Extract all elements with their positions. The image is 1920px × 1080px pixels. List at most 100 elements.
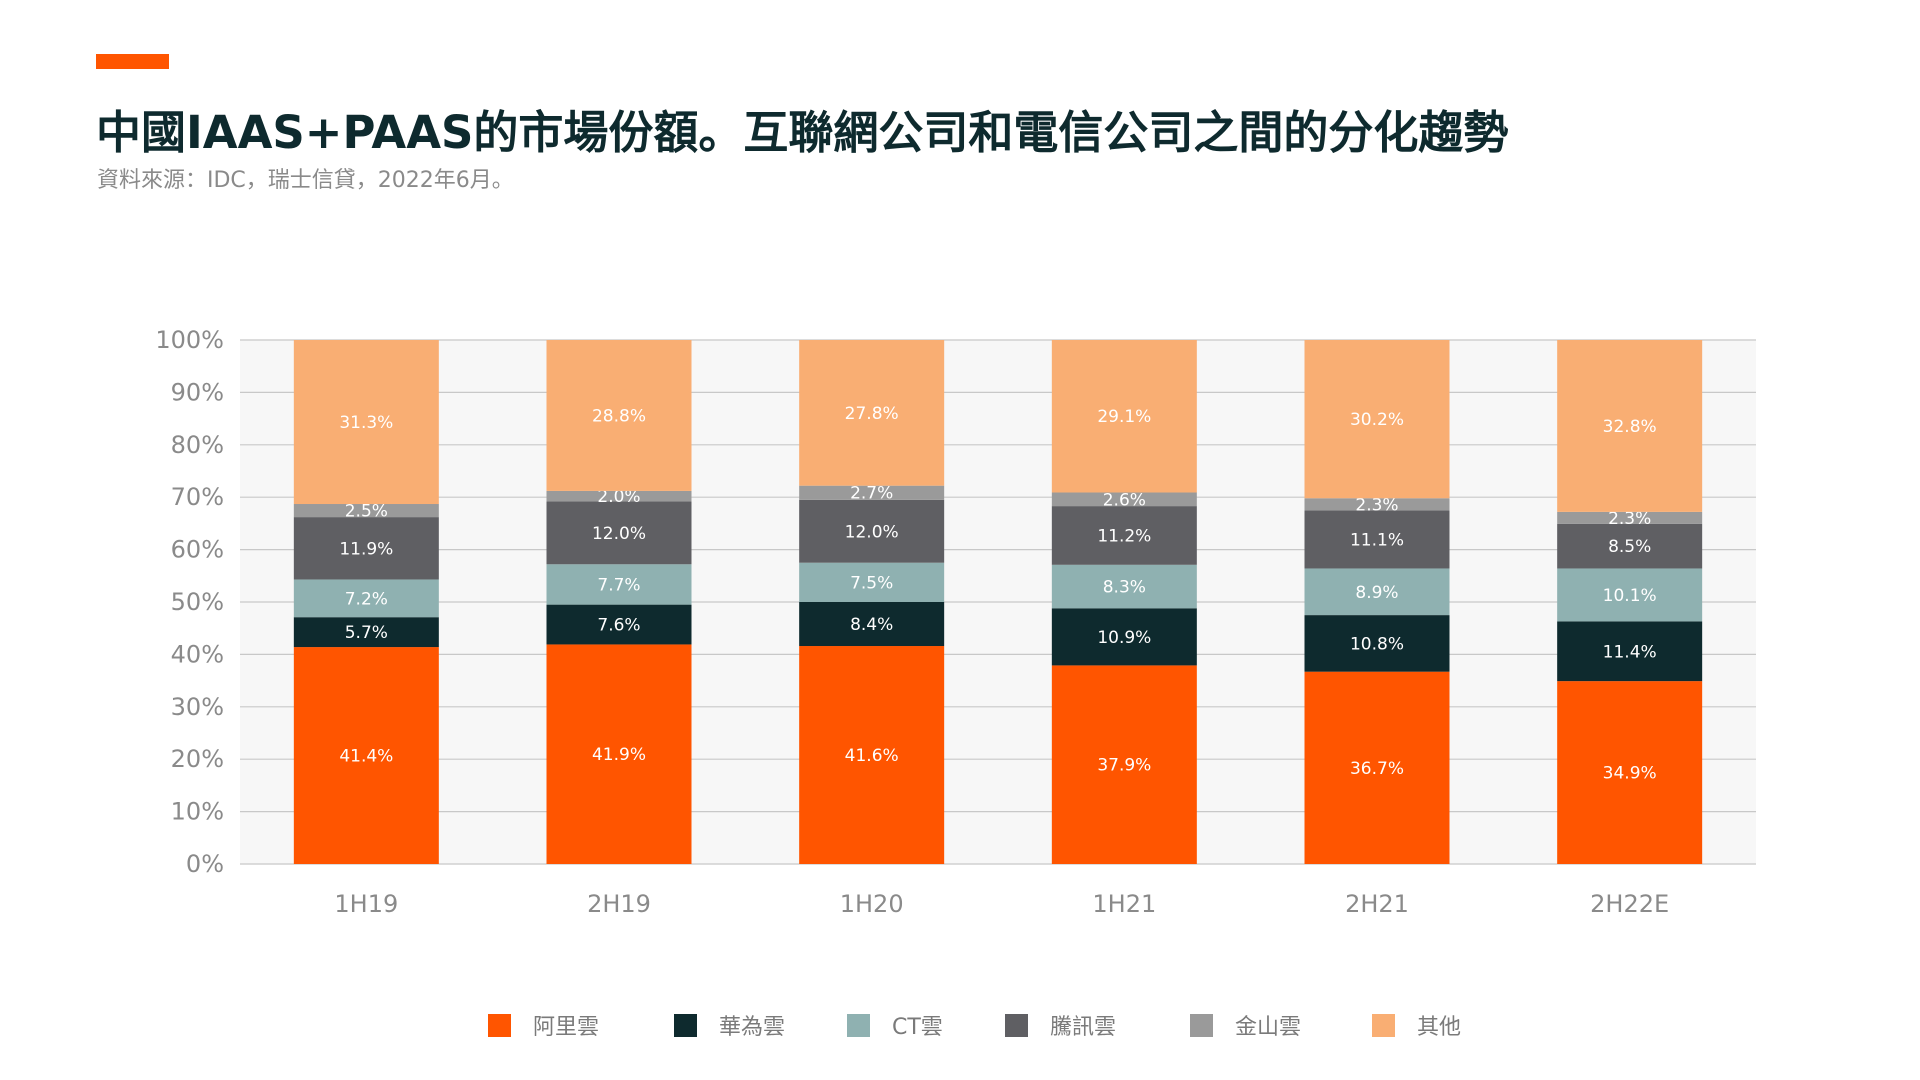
data-label: 11.2%: [1097, 526, 1151, 546]
bar-segment: [546, 340, 692, 491]
y-tick-label: 80%: [171, 431, 224, 459]
data-label: 27.8%: [845, 404, 899, 424]
x-tick-label: 1H21: [1092, 890, 1156, 918]
bar-segment: [1051, 564, 1197, 609]
legend-swatch: [674, 1013, 697, 1037]
bar-segment: [1557, 568, 1703, 622]
bar-segment: [1304, 615, 1450, 672]
legend-item: 華為雲: [674, 1008, 785, 1042]
y-tick-label: 70%: [171, 483, 224, 511]
legend-swatch: [1190, 1013, 1213, 1037]
data-label: 11.4%: [1603, 642, 1657, 662]
bar-segment: [1557, 523, 1703, 569]
bar-segment: [799, 646, 945, 864]
accent-bar: [96, 54, 169, 69]
data-label: 10.1%: [1603, 586, 1657, 606]
data-label: 10.9%: [1097, 628, 1151, 648]
x-tick-label: 2H21: [1345, 890, 1409, 918]
bar-segment: [1557, 681, 1703, 864]
bar-segment: [293, 579, 439, 618]
bar-segment: [1051, 506, 1197, 565]
bar-segment: [293, 517, 439, 580]
stacked-bar-chart: 0% 10% 20% 30% 40% 50% 60% 70% 80% 90% 100% 41.4% 5.…: [155, 326, 1756, 918]
legend-item: 騰訊雲: [1005, 1008, 1116, 1042]
data-label: 11.9%: [339, 539, 393, 559]
y-tick-label: 90%: [171, 378, 224, 406]
legend-item: CT雲: [847, 1008, 943, 1042]
x-tick-label: 1H19: [334, 890, 398, 918]
legend-swatch: [847, 1013, 870, 1037]
bar-segment: [293, 340, 439, 505]
data-label: 2.0%: [597, 487, 640, 507]
data-label: 5.7%: [345, 623, 388, 643]
data-label: 41.4%: [339, 747, 393, 767]
data-label: 7.7%: [597, 575, 640, 595]
bar-segment: [293, 504, 439, 518]
data-label: 2.3%: [1608, 509, 1651, 529]
legend-item: 其他: [1372, 1008, 1461, 1042]
bar-segment: [1051, 608, 1197, 666]
data-label: 30.2%: [1350, 410, 1404, 430]
y-tick-label: 10%: [171, 798, 224, 826]
data-label: 41.9%: [592, 745, 646, 765]
bar-segment: [799, 562, 945, 602]
bar-segment: [1304, 510, 1450, 569]
data-label: 7.5%: [850, 573, 893, 593]
data-label: 2.3%: [1355, 495, 1398, 515]
y-tick-label: 20%: [171, 745, 224, 773]
data-label: 34.9%: [1603, 764, 1657, 784]
bar-segment: [1557, 511, 1703, 524]
legend-label: 金山雲: [1235, 1015, 1302, 1040]
bar-segment: [799, 485, 945, 500]
data-label: 2.6%: [1103, 490, 1146, 510]
page-title: 中國IAAS+PAAS的市場份額。互聯網公司和電信公司之間的分化趨勢: [96, 106, 1509, 159]
bar-segment: [1051, 665, 1197, 864]
data-label: 8.3%: [1103, 578, 1146, 598]
x-tick-label: 1H20: [840, 890, 904, 918]
data-label: 28.8%: [592, 406, 646, 426]
data-label: 29.1%: [1097, 407, 1151, 427]
legend-label: CT雲: [892, 1015, 943, 1040]
y-tick-label: 60%: [171, 536, 224, 564]
bar-segment: [1557, 340, 1703, 512]
data-label: 7.6%: [597, 616, 640, 636]
bar-segment: [799, 340, 945, 486]
bar-segment: [1304, 568, 1450, 616]
legend-item: 阿里雲: [488, 1008, 599, 1042]
bar-segment: [1051, 492, 1197, 507]
bar-segment: [546, 604, 692, 645]
data-label: 8.9%: [1355, 583, 1398, 603]
legend-swatch: [1005, 1013, 1028, 1037]
y-tick-label: 40%: [171, 640, 224, 668]
bar-segment: [1557, 621, 1703, 682]
legend-label: 騰訊雲: [1050, 1015, 1117, 1040]
chart-legend: 阿里雲 華為雲 CT雲 騰訊雲 金山雲 其他: [0, 1008, 1920, 1042]
data-label: 8.5%: [1608, 537, 1651, 557]
legend-label: 華為雲: [719, 1015, 786, 1040]
data-label: 2.7%: [850, 484, 893, 504]
bar-segment: [546, 564, 692, 605]
data-label: 2.5%: [345, 502, 388, 522]
legend-label: 其他: [1417, 1015, 1462, 1040]
data-label: 12.0%: [592, 524, 646, 544]
bar-segment: [546, 644, 692, 864]
bar-segment: [1304, 671, 1450, 864]
bar-segment: [293, 647, 439, 864]
legend-label: 阿里雲: [533, 1015, 600, 1040]
y-tick-label: 100%: [155, 326, 224, 354]
y-tick-label: 30%: [171, 693, 224, 721]
x-tick-label: 2H22E: [1590, 890, 1669, 918]
bar-segment: [1304, 340, 1450, 499]
source-note: 資料來源：IDC，瑞士信貸，2022年6月。: [97, 168, 514, 193]
bar-segment: [293, 617, 439, 648]
legend-swatch: [488, 1013, 511, 1037]
y-tick-label: 0%: [186, 850, 224, 878]
data-label: 11.1%: [1350, 530, 1404, 550]
data-label: 31.3%: [339, 413, 393, 433]
data-label: 10.8%: [1350, 634, 1404, 654]
bar-segment: [1051, 340, 1197, 493]
data-label: 41.6%: [845, 746, 899, 766]
bar-segment: [1304, 498, 1450, 511]
data-label: 12.0%: [845, 522, 899, 542]
